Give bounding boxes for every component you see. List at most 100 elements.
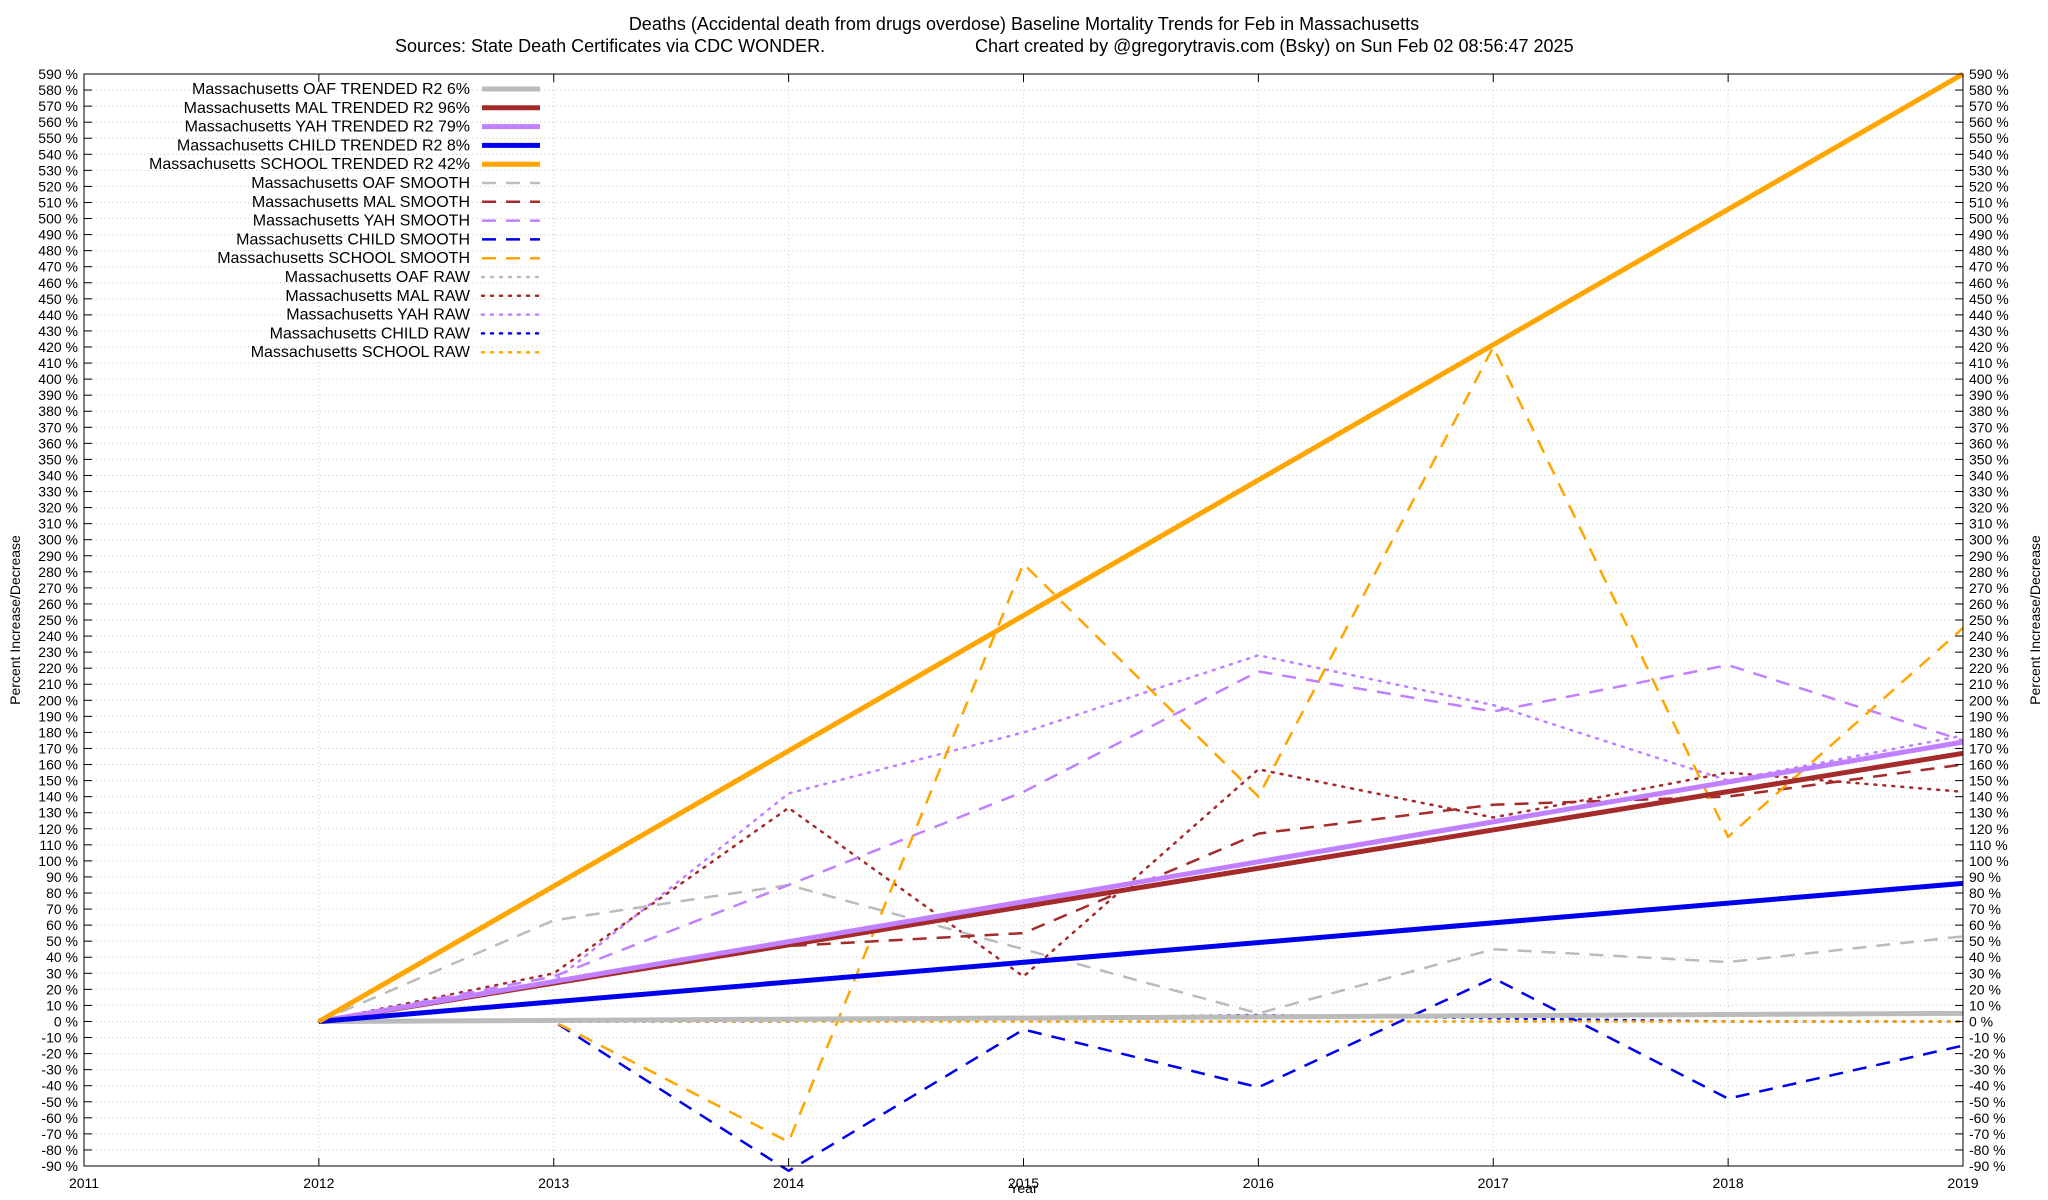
y2-tick-label: 420 % [1969,339,2009,355]
legend-label: Massachusetts YAH TRENDED R2 79% [185,119,470,136]
y2-tick-label: 120 % [1969,821,2009,837]
y-tick-label: 370 % [38,419,78,435]
y-tick-label: 320 % [38,500,78,516]
y2-tick-label: 340 % [1969,467,2009,483]
y2-tick-label: 590 % [1969,66,2009,82]
y-tick-label: 220 % [38,660,78,676]
y-tick-label: 200 % [38,692,78,708]
x-tick-label: 2017 [1478,1175,1509,1191]
legend-label: Massachusetts SCHOOL RAW [251,344,471,361]
y2-tick-label: -40 % [1969,1078,2006,1094]
y2-tick-label: 110 % [1969,837,2008,853]
y-tick-label: -60 % [41,1110,78,1126]
y2-tick-label: 470 % [1969,259,2009,275]
y2-tick-label: 70 % [1969,901,2001,917]
y-tick-label: 360 % [38,435,78,451]
y2-tick-label: -50 % [1969,1094,2006,1110]
y2-tick-label: 400 % [1969,371,2009,387]
y-tick-label: 580 % [38,82,78,98]
y-tick-label: 530 % [38,162,78,178]
y-tick-label: 490 % [38,227,78,243]
y-axis-label: Percent Increase/Decrease [7,535,23,705]
legend-label: Massachusetts CHILD SMOOTH [236,231,470,248]
y2-tick-label: 150 % [1969,773,2009,789]
x-tick-label: 2018 [1713,1175,1744,1191]
y2-tick-label: 450 % [1969,291,2009,307]
y-tick-label: 120 % [38,821,78,837]
y-tick-label: 70 % [46,901,78,917]
y2-tick-label: 210 % [1969,676,2009,692]
y-tick-label: 280 % [38,564,78,580]
y2-tick-label: 170 % [1969,740,2009,756]
y-tick-label: 40 % [46,949,78,965]
y2-tick-label: 270 % [1969,580,2009,596]
legend-label: Massachusetts CHILD TRENDED R2 8% [177,137,470,154]
y-tick-label: 430 % [38,323,78,339]
axis-ticks: -90 % -90 %-80 % -80 %-70 % -70 %-60 % -60 %… [38,66,2008,1191]
x-tick-label: 2016 [1243,1175,1274,1191]
y-tick-label: 290 % [38,548,78,564]
y-tick-label: 30 % [46,965,78,981]
x-axis-label: Year [1009,1180,1038,1196]
y2-tick-label: 530 % [1969,162,2009,178]
y-tick-label: 470 % [38,259,78,275]
series-line-massachusetts-school-smooth [318,345,1964,1144]
y-tick-label: 250 % [38,612,78,628]
y2-tick-label: 190 % [1969,708,2009,724]
legend: Massachusetts OAF TRENDED R2 6% Massachus… [149,81,542,361]
y-tick-label: 150 % [38,773,78,789]
y2-tick-label: 140 % [1969,789,2009,805]
legend-label: Massachusetts SCHOOL TRENDED R2 42% [149,156,470,173]
y2-tick-label: 370 % [1969,419,2009,435]
y-tick-label: 540 % [38,146,78,162]
y-tick-label: 550 % [38,130,78,146]
series-line-massachusetts-yah-smooth [318,663,1964,1023]
y-tick-label: 230 % [38,644,78,660]
chart-title: Deaths (Accidental death from drugs over… [629,14,1419,34]
y2-tick-label: 390 % [1969,387,2009,403]
y-tick-label: 270 % [38,580,78,596]
y2-tick-label: 380 % [1969,403,2009,419]
y2-axis-label: Percent Increase/Decrease [2027,535,2043,705]
y2-tick-label: 480 % [1969,243,2009,259]
y2-tick-label: 460 % [1969,275,2009,291]
y-tick-label: 130 % [38,805,78,821]
legend-label: Massachusetts MAL SMOOTH [252,194,470,211]
y2-tick-label: 250 % [1969,612,2009,628]
series-line-massachusetts-school-trended-r2-42 [317,71,1965,1024]
y2-tick-label: 320 % [1969,500,2009,516]
y2-tick-label: 290 % [1969,548,2009,564]
y-tick-label: 480 % [38,243,78,259]
y-tick-label: 100 % [38,853,78,869]
x-tick-label: 2014 [773,1175,804,1191]
y2-tick-label: 440 % [1969,307,2009,323]
y-tick-label: 260 % [38,596,78,612]
series-line-massachusetts-yah-trended-r2-79 [318,739,1964,1024]
x-tick-label: 2011 [69,1175,99,1191]
y2-tick-label: 310 % [1969,516,2009,532]
y2-tick-label: 260 % [1969,596,2009,612]
y-tick-label: 460 % [38,275,78,291]
x-tick-label: 2012 [303,1175,334,1191]
y2-tick-label: 0 % [1969,1013,1993,1029]
y2-tick-label: 30 % [1969,965,2001,981]
y2-tick-label: -30 % [1969,1062,2006,1078]
y2-tick-label: 300 % [1969,532,2009,548]
y2-tick-label: 550 % [1969,130,2009,146]
y2-tick-label: 560 % [1969,114,2009,130]
y2-tick-label: 540 % [1969,146,2009,162]
series-layer [317,71,1965,1173]
y2-tick-label: 330 % [1969,484,2009,500]
y2-tick-label: 90 % [1969,869,2001,885]
y2-tick-label: 220 % [1969,660,2009,676]
y-tick-label: 330 % [38,484,78,500]
y-tick-label: -20 % [41,1046,78,1062]
legend-label: Massachusetts MAL RAW [285,288,471,305]
legend-label: Massachusetts SCHOOL SMOOTH [217,250,470,267]
y-tick-label: -80 % [41,1142,78,1158]
legend-label: Massachusetts CHILD RAW [270,325,471,342]
y-tick-label: 0 % [54,1013,78,1029]
y-tick-label: 390 % [38,387,78,403]
